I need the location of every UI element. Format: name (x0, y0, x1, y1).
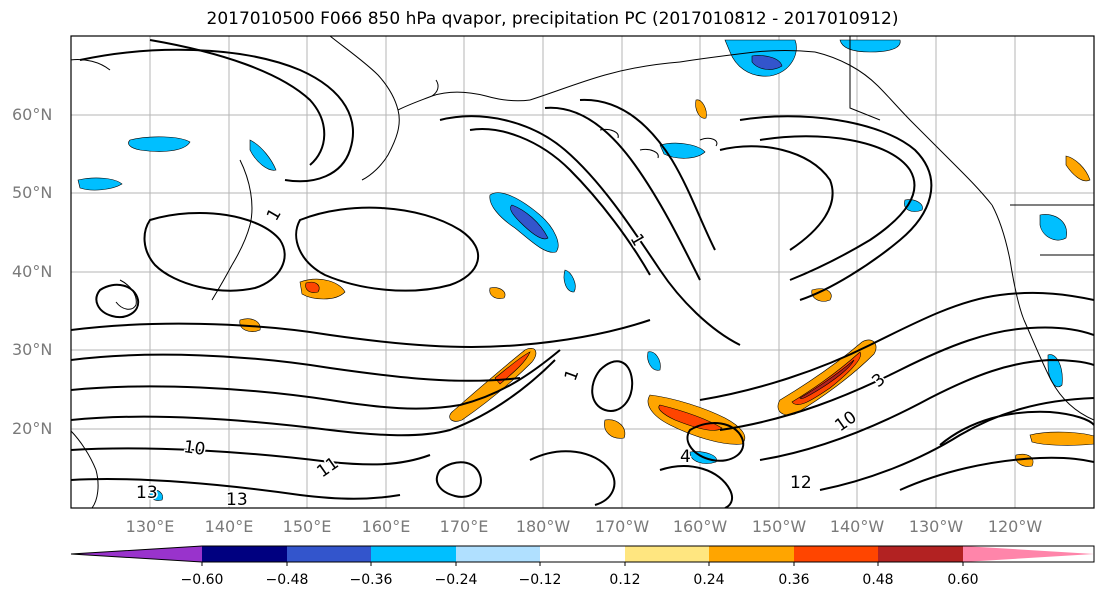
lat-label: 20°N (12, 419, 53, 438)
lon-label: 160°W (672, 517, 728, 536)
qvapor-contours (71, 39, 1094, 508)
precip-shading (77, 39, 1094, 501)
lon-label: 150°W (751, 517, 807, 536)
contour-label: 13 (226, 490, 248, 510)
colorbar-swatch (371, 546, 456, 562)
colorbar-tick-label: 0.24 (693, 572, 725, 588)
colorbar-swatch (709, 546, 794, 562)
colorbar-swatch (540, 546, 625, 562)
colorbar-swatch (625, 546, 709, 562)
colorbar-tick-label: 0.12 (609, 572, 641, 588)
lon-label: 140°W (829, 517, 885, 536)
map-border (70, 35, 1095, 509)
colorbar-extend-min (71, 546, 202, 562)
colorbar-tick-label: 0.60 (947, 572, 979, 588)
lon-label: 170°W (594, 517, 650, 536)
coastlines (71, 36, 1094, 508)
colorbar-tick-label: −0.24 (434, 572, 478, 588)
colorbar-swatch (456, 546, 540, 562)
contour-label: 13 (136, 483, 158, 503)
colorbar-tick-label: −0.48 (265, 572, 309, 588)
colorbar-outline (70, 545, 1095, 563)
lon-label: 120°W (987, 517, 1043, 536)
colorbar (70, 545, 1095, 566)
lat-label: 40°N (12, 262, 53, 281)
lon-label: 180°W (515, 517, 571, 536)
lon-label: 130°W (908, 517, 964, 536)
lon-label: 140°E (204, 517, 254, 536)
colorbar-swatch (878, 546, 963, 562)
map-title: 2017010500 F066 850 hPa qvapor, precipit… (206, 9, 899, 29)
lat-label: 60°N (12, 105, 53, 124)
colorbar-tick-label: 0.36 (778, 572, 810, 588)
lat-label: 30°N (12, 340, 53, 359)
colorbar-extend-max (963, 546, 1094, 562)
colorbar-swatch (287, 546, 371, 562)
colorbar-tick-label: −0.36 (349, 572, 393, 588)
lon-label: 150°E (282, 517, 332, 536)
lat-label: 50°N (12, 183, 53, 202)
contour-label: 10 (182, 437, 206, 460)
colorbar-tick-label: 0.48 (862, 572, 894, 588)
contour-label: 12 (790, 473, 812, 493)
lon-label: 160°E (361, 517, 411, 536)
lon-label: 170°E (439, 517, 489, 536)
colorbar-tick-label: −0.12 (518, 572, 562, 588)
colorbar-tick-label: −0.60 (180, 572, 224, 588)
colorbar-swatch (202, 546, 287, 562)
contour-label: 4 (680, 447, 691, 467)
colorbar-swatch (794, 546, 878, 562)
lon-label: 130°E (125, 517, 175, 536)
